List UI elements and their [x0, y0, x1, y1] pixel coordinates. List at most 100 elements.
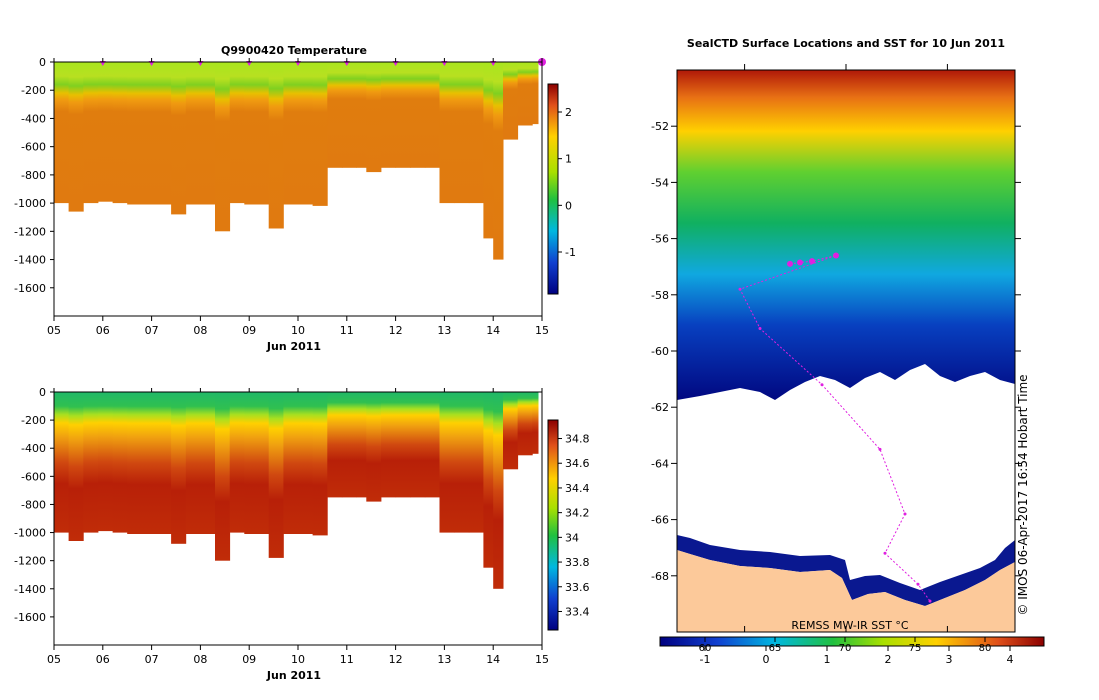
- colorbar-tick-label: 34: [565, 531, 579, 544]
- profile-column: [229, 392, 245, 533]
- colorbar-tick-label: 33.4: [565, 605, 590, 618]
- y-tick-label: -1400: [14, 254, 46, 267]
- profile-column: [185, 62, 201, 205]
- salinity-panel: 0 -200 -400 -600 -800 -1000 -1200 -1400 -1600 05…: [14, 386, 589, 682]
- x-tick-label: 13: [437, 653, 451, 666]
- seal-location: [758, 327, 762, 330]
- profile-column: [341, 392, 357, 498]
- salinity-y-axis: 0 -200 -400 -600 -800 -1000 -1200 -1400 -1600: [14, 386, 54, 624]
- salinity-field: [54, 392, 539, 589]
- x-tick-label: 06: [96, 653, 110, 666]
- profile-column: [68, 62, 84, 212]
- lat-tick-label: -64: [651, 457, 669, 470]
- y-tick-label: -400: [21, 112, 46, 125]
- profile-column: [366, 392, 382, 502]
- profile-column: [312, 62, 328, 206]
- profile-column: [327, 392, 343, 498]
- profile-column: [97, 392, 113, 532]
- profile-column: [503, 392, 519, 470]
- profile-column: [468, 392, 484, 533]
- temperature-x-axis: 05 06 07 08 09 10 11 12 13 14 15: [47, 58, 549, 337]
- seal-location: [883, 551, 887, 555]
- temperature-panel: Q9900420 Temperature 0 -200 -400 -600 -800 -1…: [14, 44, 576, 353]
- x-tick-label: 13: [437, 324, 451, 337]
- coastal-sst-band: [677, 535, 1015, 606]
- profile-column: [254, 62, 270, 205]
- y-tick-label: -600: [21, 470, 46, 483]
- x-tick-label: 14: [486, 653, 500, 666]
- seal-location: [787, 260, 793, 267]
- lat-tick-label: -66: [651, 514, 669, 527]
- seal-location: [916, 582, 920, 586]
- profile-column: [439, 392, 455, 533]
- y-tick-label: -1000: [14, 527, 46, 540]
- x-tick-label: 07: [145, 653, 159, 666]
- profile-column: [410, 392, 426, 498]
- seal-location: [833, 252, 839, 259]
- profile-column: [366, 62, 382, 173]
- y-tick-label: 0: [39, 386, 46, 399]
- seal-location: [809, 258, 815, 265]
- profile-column: [483, 62, 494, 239]
- profile-column: [532, 62, 539, 125]
- profile-column: [410, 62, 426, 168]
- profile-column: [503, 62, 519, 140]
- y-tick-label: -800: [21, 169, 46, 182]
- profile-column: [171, 392, 187, 544]
- y-tick-label: -800: [21, 498, 46, 511]
- profile-column: [283, 62, 299, 205]
- profile-column: [254, 392, 270, 534]
- profile-column: [454, 62, 470, 204]
- profile-column: [83, 392, 99, 533]
- celsius-tick-label: 2: [885, 653, 892, 666]
- temperature-x-label: Jun 2011: [266, 340, 321, 353]
- profile-column: [493, 62, 504, 260]
- seal-location: [903, 512, 907, 516]
- profile-column: [395, 62, 411, 168]
- profile-column: [244, 392, 255, 534]
- profile-column: [395, 392, 411, 498]
- lat-tick-label: -68: [651, 570, 669, 583]
- profile-column: [356, 392, 367, 498]
- temperature-title: Q9900420 Temperature: [221, 44, 367, 57]
- x-tick-label: 05: [47, 324, 61, 337]
- x-tick-label: 10: [291, 324, 305, 337]
- colorbar-tick-label: 1: [565, 153, 572, 166]
- lat-tick-label: -62: [651, 401, 669, 414]
- profile-column: [424, 62, 440, 168]
- lat-tick-label: -54: [651, 176, 669, 189]
- y-tick-label: -1400: [14, 583, 46, 596]
- profile-column: [215, 392, 231, 561]
- lat-tick-label: -58: [651, 289, 669, 302]
- x-tick-label: 09: [242, 324, 256, 337]
- map-credit: © IMOS 06-Apr-2017 16:54 Hobart Time: [1016, 374, 1030, 615]
- salinity-x-axis: 05 06 07 08 09 10 11 12 13 14 15: [47, 388, 549, 666]
- x-tick-label: 11: [340, 324, 354, 337]
- y-tick-label: -600: [21, 141, 46, 154]
- colorbar-tick-label: -1: [565, 246, 576, 259]
- temperature-y-axis: 0 -200 -400 -600 -800 -1000 -1200 -1400 -1600: [14, 56, 54, 295]
- seal-surface-locations: [738, 252, 932, 603]
- profile-column: [112, 62, 128, 204]
- profile-column: [283, 392, 299, 534]
- lat-tick-label: -60: [651, 345, 669, 358]
- lat-tick-label: -56: [651, 233, 669, 246]
- y-tick-label: -1600: [14, 611, 46, 624]
- seal-location: [797, 259, 803, 266]
- colorbar-tick-label: 34.4: [565, 482, 590, 495]
- colorbar-tick-label: 34.6: [565, 457, 590, 470]
- profile-column: [532, 392, 539, 454]
- temperature-colorbar: [547, 83, 559, 295]
- celsius-tick-label: 1: [824, 653, 831, 666]
- profile-column: [517, 62, 533, 126]
- sst-field: [677, 70, 1015, 410]
- profile-column: [268, 62, 284, 229]
- profile-column: [185, 392, 201, 534]
- profile-column: [517, 392, 533, 456]
- temperature-field: [54, 62, 539, 260]
- map-title: SealCTD Surface Locations and SST for 10…: [687, 37, 1005, 50]
- sea-ice-region: [677, 364, 1015, 590]
- seal-location: [928, 599, 932, 603]
- profile-column: [244, 62, 255, 205]
